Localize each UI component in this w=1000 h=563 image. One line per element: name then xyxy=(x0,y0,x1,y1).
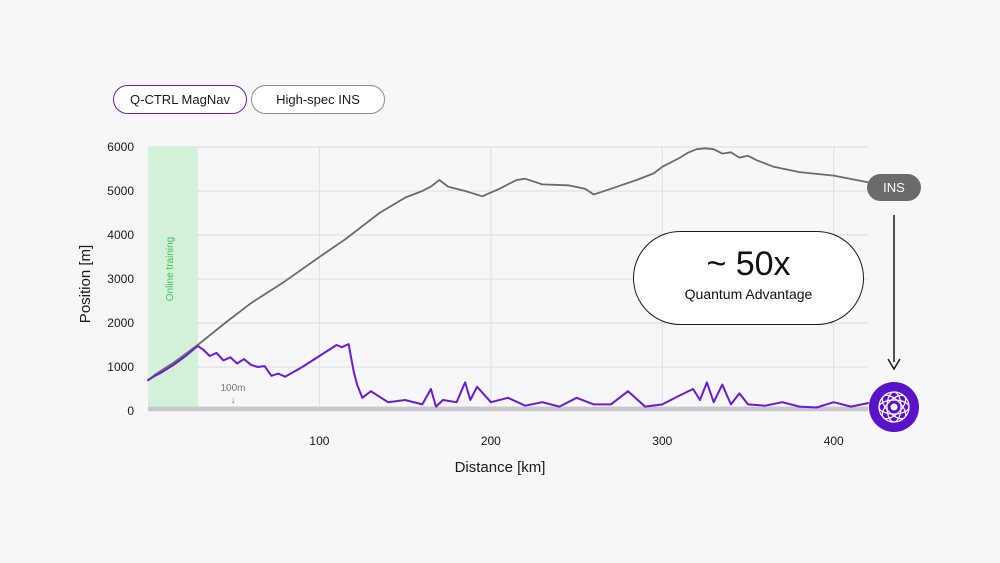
hundred-m-label: 100m xyxy=(220,383,245,394)
y-tick-label: 5000 xyxy=(107,184,134,198)
reference-band-100m xyxy=(148,406,868,411)
y-tick-label: 1000 xyxy=(107,360,134,374)
y-tick-label: 0 xyxy=(127,404,134,418)
series-line-ins xyxy=(147,147,869,382)
y-axis-title: Position [m] xyxy=(77,245,94,323)
x-tick-label: 100 xyxy=(309,434,329,448)
series-layer xyxy=(147,147,869,409)
x-tick-label: 300 xyxy=(652,434,672,448)
qctrl-logo-icon xyxy=(869,382,919,432)
hundred-m-arrow-icon: ↓ xyxy=(231,395,236,406)
advantage-value: ~ 50x xyxy=(706,245,791,283)
online-training-band xyxy=(148,147,198,411)
x-tick-label: 200 xyxy=(481,434,501,448)
legend-magnav-button[interactable]: Q-CTRL MagNav xyxy=(113,85,247,114)
y-tick-label: 4000 xyxy=(107,228,134,242)
x-tick-label: 400 xyxy=(824,434,844,448)
y-tick-label: 6000 xyxy=(107,140,134,154)
y-tick-label: 2000 xyxy=(107,316,134,330)
series-line-magnav xyxy=(147,343,869,409)
online-training-label: Online training xyxy=(165,237,176,301)
y-tick-label: 3000 xyxy=(107,272,134,286)
axis-ticks: 0 1000 2000 3000 4000 5000 6000 100 200 300 400 xyxy=(107,140,844,448)
advantage-caption: Quantum Advantage xyxy=(684,286,813,302)
down-arrow-icon xyxy=(887,215,901,371)
legend-ins-button[interactable]: High-spec INS xyxy=(251,85,385,114)
x-axis-title: Distance [km] xyxy=(455,459,546,476)
quantum-advantage-callout: ~ 50x Quantum Advantage xyxy=(633,231,864,325)
ins-end-tag: INS xyxy=(867,174,921,201)
legend: Q-CTRL MagNav High-spec INS xyxy=(113,85,385,114)
